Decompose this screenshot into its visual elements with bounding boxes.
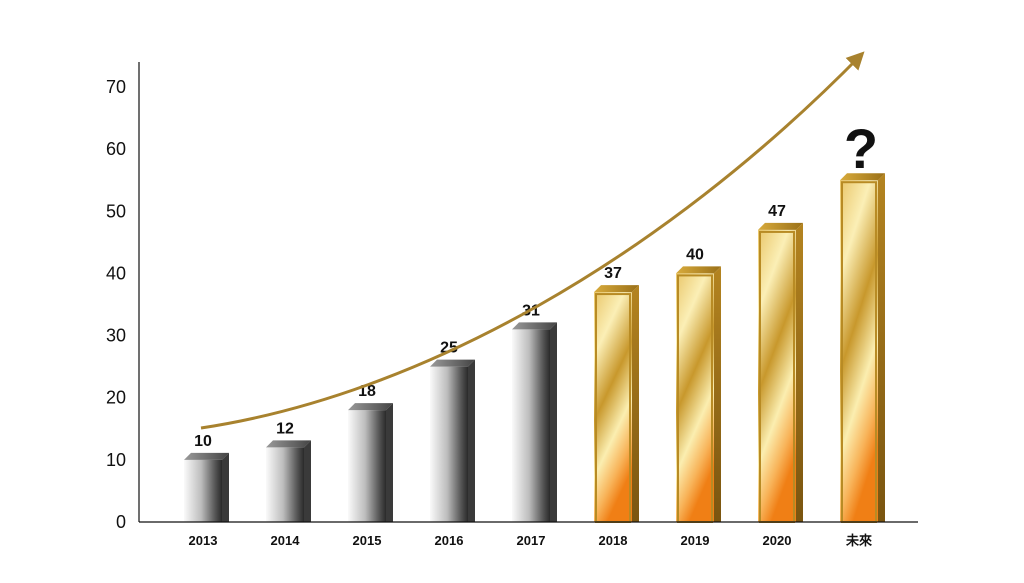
bar-side-2014 bbox=[304, 440, 311, 522]
x-tick-label: 未來 bbox=[845, 533, 873, 548]
y-tick-label: 30 bbox=[106, 326, 126, 346]
y-tick-label: 20 bbox=[106, 388, 126, 408]
bar-side-2020 bbox=[796, 222, 803, 522]
x-tick-label: 2013 bbox=[189, 533, 218, 548]
data-label: 47 bbox=[768, 203, 786, 220]
y-tick-label: 40 bbox=[106, 263, 126, 283]
y-tick-label: 60 bbox=[106, 139, 126, 159]
bar-side-2016 bbox=[468, 359, 475, 522]
bar-2015 bbox=[348, 410, 386, 522]
y-tick-label: 0 bbox=[116, 512, 126, 532]
bar-top-2014 bbox=[266, 440, 311, 448]
bar-side-2019 bbox=[714, 266, 721, 522]
data-label: 37 bbox=[604, 265, 622, 282]
x-tick-label: 2015 bbox=[353, 533, 382, 548]
bar-top-2020 bbox=[758, 222, 803, 230]
bar-top-2015 bbox=[348, 403, 393, 411]
x-tick-label: 2020 bbox=[763, 533, 792, 548]
bar-side-未來 bbox=[878, 173, 885, 522]
x-tick-label: 2017 bbox=[517, 533, 546, 548]
bar-side-2013 bbox=[222, 452, 229, 522]
x-tick-label: 2014 bbox=[271, 533, 301, 548]
trend-arrow bbox=[200, 51, 865, 430]
bar-2013 bbox=[184, 459, 222, 522]
x-tick-label: 2018 bbox=[599, 533, 628, 548]
bar-2018 bbox=[594, 292, 632, 522]
bar-2020 bbox=[758, 229, 796, 522]
bar-top-2018 bbox=[594, 285, 639, 293]
bar-2017 bbox=[512, 329, 550, 522]
bar-2019 bbox=[676, 273, 714, 522]
x-tick-label: 2019 bbox=[681, 533, 710, 548]
bar-side-2015 bbox=[386, 403, 393, 522]
bar-2016 bbox=[430, 366, 468, 522]
y-tick-label: 70 bbox=[106, 77, 126, 97]
bar-side-2017 bbox=[550, 322, 557, 522]
bar-top-2019 bbox=[676, 266, 721, 274]
bar-未來 bbox=[840, 180, 878, 522]
question-mark-label: ? bbox=[844, 117, 878, 180]
bar-2014 bbox=[266, 447, 304, 522]
x-tick-label: 2016 bbox=[435, 533, 464, 548]
bar-top-未來 bbox=[840, 173, 885, 181]
bar-top-2013 bbox=[184, 452, 229, 460]
bar-side-2018 bbox=[632, 285, 639, 522]
data-label: 10 bbox=[194, 433, 212, 450]
data-label: 12 bbox=[276, 420, 294, 437]
y-tick-label: 10 bbox=[106, 450, 126, 470]
data-label: 40 bbox=[686, 246, 704, 263]
bar-top-2017 bbox=[512, 322, 557, 330]
bar-top-2016 bbox=[430, 359, 475, 367]
y-tick-label: 50 bbox=[106, 201, 126, 221]
